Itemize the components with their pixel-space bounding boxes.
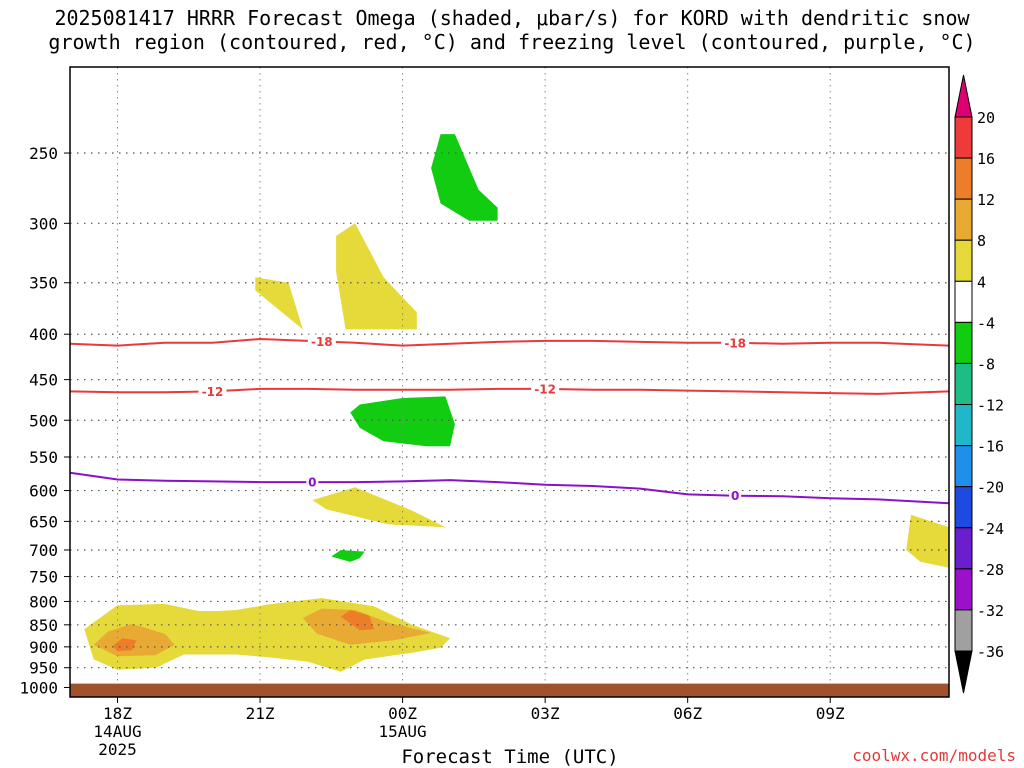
colorbar-box (954, 404, 973, 447)
colorbar-label: 4 (977, 273, 986, 291)
colorbar-box (954, 280, 973, 323)
freezing-contour-label: 0 (731, 489, 739, 503)
y-tick-label: 900 (29, 638, 58, 657)
y-tick-label: 750 (29, 568, 58, 587)
dendritic-contour-label: -18 (724, 336, 746, 350)
omega-region-7 (112, 638, 137, 652)
colorbar-box (954, 198, 973, 241)
omega-region-11 (331, 550, 365, 562)
contour-label-bg (531, 381, 560, 396)
colorbar-bottom-arrow (954, 650, 973, 694)
y-axis-ticks: 250 300 350 400 450 500 550 600 650 700 750 800 850 9… (19, 144, 70, 697)
contour-label-bg (721, 335, 750, 350)
omega-region-3 (906, 514, 949, 568)
colorbar-label: -36 (977, 643, 1004, 661)
colorbar-box (954, 486, 973, 529)
omega-shading-layer (84, 134, 949, 672)
colorbar-label: -4 (977, 314, 995, 332)
colorbar-top-arrow (954, 74, 973, 118)
omega-region-1 (336, 223, 417, 330)
x-tick-date-label: 15AUG (379, 722, 427, 741)
omega-region-2 (312, 487, 446, 528)
colorbar-box (954, 321, 973, 364)
contour-label-bg (307, 334, 336, 349)
omega-region-8 (340, 610, 375, 631)
ground-fill (70, 683, 949, 697)
y-tick-label: 650 (29, 512, 58, 531)
contour-label-bg (306, 475, 319, 490)
x-tick-label: 00Z (388, 704, 417, 723)
y-tick-label: 550 (29, 448, 58, 467)
freezing-contour-label: 0 (308, 476, 316, 490)
title-line-2: growth region (contoured, red, °C) and f… (48, 30, 976, 54)
colorbar-label: -20 (977, 479, 1004, 497)
x-axis-label: Forecast Time (UTC) (401, 746, 619, 768)
colorbar-label: -24 (977, 520, 1004, 538)
y-tick-label: 600 (29, 482, 58, 501)
title-line-1: 2025081417 HRRR Forecast Omega (shaded, … (54, 6, 970, 30)
colorbar-label: -28 (977, 561, 1004, 579)
colorbar-box (954, 527, 973, 570)
dendritic-contour-label: -12 (202, 385, 224, 399)
colorbar-label: 12 (977, 191, 995, 209)
colorbar: 20 16 12 8 4 -4 -8 -12 -16 -20 -24 -28 -32 -36 (954, 74, 1004, 694)
colorbar-label: -32 (977, 602, 1004, 620)
colorbar-label: 20 (977, 109, 995, 127)
y-tick-label: 700 (29, 541, 58, 560)
colorbar-box (954, 568, 973, 611)
y-tick-label: 800 (29, 592, 58, 611)
x-tick-date-label: 14AUG (93, 722, 141, 741)
y-tick-label: 500 (29, 411, 58, 430)
x-tick-label: 03Z (531, 704, 560, 723)
colorbar-label: 16 (977, 150, 995, 168)
y-tick-label: 300 (29, 214, 58, 233)
y-tick-label: 400 (29, 325, 58, 344)
colorbar-box (954, 609, 973, 652)
source-credit: coolwx.com/models (852, 746, 1016, 765)
y-tick-label: 350 (29, 274, 58, 293)
omega-region-0 (255, 277, 303, 330)
colorbar-box (954, 116, 973, 159)
contour-label-bg (729, 488, 742, 503)
plot-frame (69, 66, 950, 698)
y-tick-label: 850 (29, 616, 58, 635)
freezing-contour-line (69, 471, 950, 505)
chart-title: 2025081417 HRRR Forecast Omega (shaded, … (0, 6, 1024, 54)
colorbar-label: -8 (977, 355, 995, 373)
x-tick-label: 09Z (816, 704, 845, 723)
colorbar-box (954, 362, 973, 406)
y-tick-label: 1000 (19, 678, 58, 697)
colorbar-box (954, 445, 973, 488)
contour-label-bg (198, 384, 227, 399)
x-tick-label: 18Z (103, 704, 132, 723)
dendritic-contour-label: -12 (534, 382, 556, 396)
colorbar-box (954, 239, 973, 282)
y-tick-label: 950 (29, 659, 58, 678)
dendritic-contour-line (69, 337, 950, 347)
x-tick-label: 06Z (673, 704, 702, 723)
grid-lines (70, 67, 949, 697)
colorbar-label: -12 (977, 397, 1004, 415)
colorbar-label: -16 (977, 438, 1004, 456)
contour-lines: -18 -18 -12 -12 0 0 (69, 334, 950, 505)
dendritic-contour-label: -18 (311, 335, 333, 349)
colorbar-label: 8 (977, 232, 986, 250)
colorbar-box (954, 157, 973, 200)
omega-region-9 (431, 134, 498, 221)
x-tick-year-label: 2025 (98, 740, 137, 759)
y-tick-label: 250 (29, 144, 58, 163)
y-tick-label: 450 (29, 371, 58, 390)
x-tick-label: 21Z (246, 704, 275, 723)
